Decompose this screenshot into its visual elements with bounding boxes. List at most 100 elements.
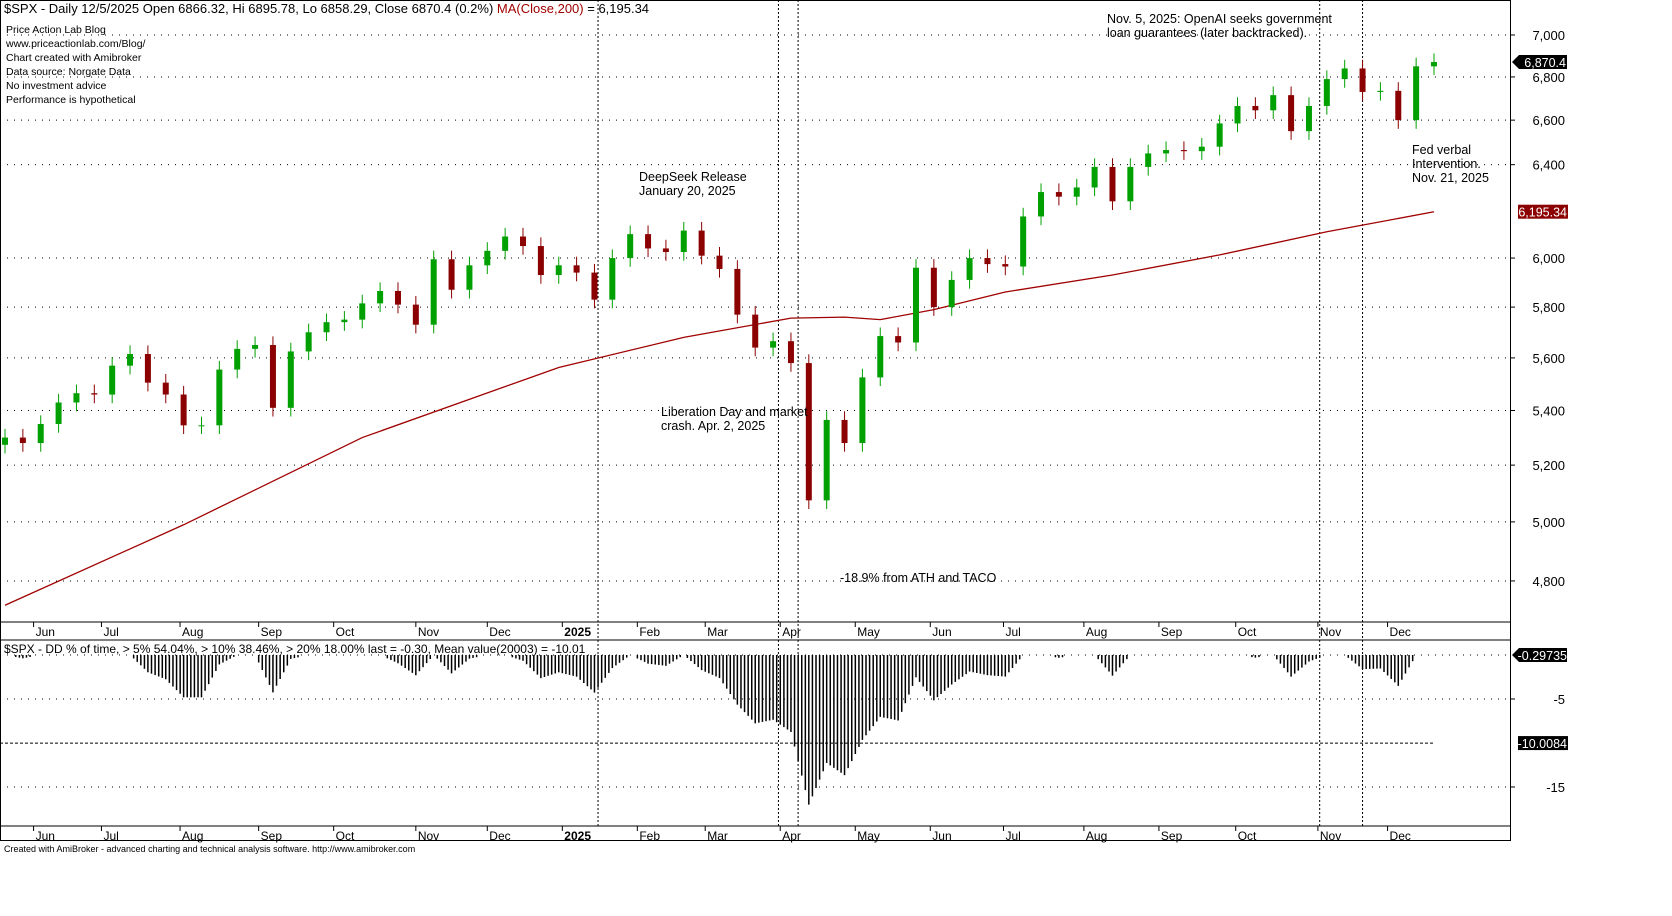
x-tick-label: Sep: [1161, 829, 1183, 843]
x-tick-label: Dec: [489, 829, 510, 843]
annotation-fed: Fed verbal: [1412, 143, 1471, 157]
x-tick-label: Jun: [36, 625, 55, 639]
x-tick-label: Apr: [782, 829, 801, 843]
candle-body: [537, 246, 544, 276]
x-tick-label: Aug: [1086, 829, 1107, 843]
candle-body: [752, 314, 759, 348]
ma200-line: [4, 211, 1435, 606]
y-tick-label: 5,400: [1532, 404, 1565, 419]
candle-body: [127, 354, 134, 366]
ma-price-badge: [1518, 204, 1568, 219]
candle-body: [948, 279, 955, 308]
candle-body: [877, 336, 884, 378]
candle-body: [1270, 95, 1277, 111]
candle-body: [216, 369, 223, 426]
x-tick-label: Jun: [932, 625, 951, 639]
x-tick-label: Oct: [1238, 829, 1257, 843]
candle-body: [627, 234, 634, 259]
y-tick-label: 6,400: [1532, 158, 1565, 173]
candle-body: [1431, 62, 1437, 67]
annotation-deepseek: DeepSeek Release: [639, 170, 747, 184]
y-tick-label: 6,600: [1532, 113, 1565, 128]
candle-body: [341, 319, 348, 323]
candle-body: [1216, 123, 1223, 147]
candle-body: [895, 336, 902, 343]
x-tick-label: May: [857, 625, 880, 639]
candle-body: [430, 259, 437, 325]
x-tick-label: Feb: [639, 625, 660, 639]
x-tick-label: Aug: [1086, 625, 1107, 639]
x-tick-label: Oct: [1238, 625, 1257, 639]
y-tick-label: 5,800: [1532, 300, 1565, 315]
annotation-taco: -18.9% from ATH and TACO: [840, 571, 997, 585]
candle-body: [466, 265, 473, 290]
annotation-fed: Nov. 21, 2025: [1412, 171, 1489, 185]
candle-body: [1252, 105, 1259, 111]
candle-body: [73, 393, 80, 403]
x-tick-label: Aug: [182, 625, 203, 639]
candle-body: [555, 265, 562, 276]
y-tick-label: 6,800: [1532, 70, 1565, 85]
footer: Created with AmiBroker - advanced charti…: [4, 844, 415, 854]
x-tick-label: Jun: [36, 829, 55, 843]
candle-body: [1145, 153, 1152, 167]
candle-body: [1234, 105, 1241, 124]
annotation-openai: Nov. 5, 2025: OpenAI seeks government: [1107, 12, 1332, 26]
candle-body: [698, 230, 705, 256]
info-line: Data source: Norgate Data: [6, 66, 131, 78]
candle-body: [484, 250, 491, 266]
info-line: Chart created with Amibroker: [6, 52, 142, 64]
candle-body: [734, 268, 741, 315]
x-tick-label: Apr: [782, 625, 801, 639]
dd-tick-label: -5: [1553, 692, 1565, 707]
dd-mean-badge: [1518, 736, 1568, 751]
dd-mean-label: -10.0084: [1518, 737, 1567, 751]
x-tick-label: Dec: [1390, 625, 1411, 639]
candle-body: [1305, 105, 1312, 132]
y-tick-label: 5,600: [1532, 351, 1565, 366]
candle-body: [2, 437, 8, 445]
candle-body: [1359, 68, 1366, 92]
y-tick-label: 4,800: [1532, 574, 1565, 589]
candle-body: [91, 393, 98, 395]
candle-body: [966, 258, 973, 280]
x-tick-label: Nov: [1320, 829, 1341, 843]
candle-body: [841, 419, 848, 444]
candle-body: [787, 341, 794, 364]
candle-body: [1055, 192, 1062, 197]
last-price-badge: [1512, 55, 1567, 70]
candle-body: [645, 234, 652, 249]
candle-body: [1002, 264, 1009, 267]
x-tick-label: 2025: [564, 625, 591, 639]
candle-body: [305, 332, 312, 352]
x-tick-label: Jul: [1006, 625, 1021, 639]
info-line: Price Action Lab Blog: [6, 24, 106, 36]
candle-body: [1377, 90, 1384, 92]
candle-body: [198, 425, 205, 427]
y-tick-label: 5,000: [1532, 515, 1565, 530]
candle-body: [823, 419, 830, 501]
candle-body: [109, 365, 116, 395]
x-tick-label: Mar: [707, 625, 728, 639]
candle-body: [1163, 150, 1170, 154]
candle-body: [591, 272, 598, 300]
candle-body: [1091, 166, 1098, 188]
candle-body: [1020, 216, 1027, 267]
x-tick-label: Mar: [707, 829, 728, 843]
candle-body: [770, 341, 777, 348]
candle-body: [912, 267, 919, 343]
x-tick-label: Sep: [261, 829, 283, 843]
dd-last-badge: [1512, 648, 1567, 662]
annotation-fed: Intervention.: [1412, 157, 1481, 171]
candle-body: [680, 230, 687, 253]
candle-body: [252, 345, 259, 349]
candle-body: [573, 265, 580, 273]
candle-body: [502, 236, 509, 251]
annotation-liberation: Liberation Day and market: [661, 405, 808, 419]
chart-title: $SPX - Daily 12/5/2025 Open 6866.32, Hi …: [4, 1, 649, 16]
candle-body: [1395, 90, 1402, 121]
candle-body: [234, 348, 241, 370]
candle-body: [412, 304, 419, 325]
